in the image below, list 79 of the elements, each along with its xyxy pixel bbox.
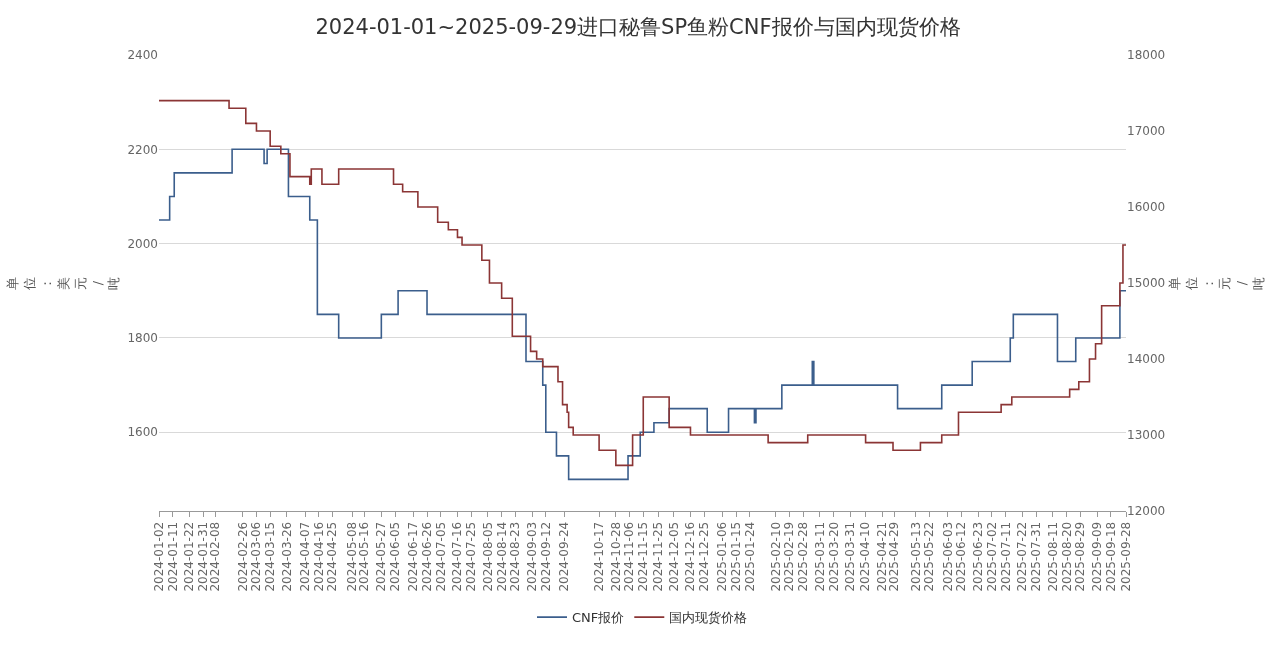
x-tick-label: 2024-01-02 [151,521,166,592]
x-tick-label: 2024-01-11 [165,521,180,592]
x-tick-label: 2025-07-11 [998,521,1013,592]
x-tick-label: 2024-11-25 [651,521,666,592]
y2-axis-title: 单位：元/吨 [1166,276,1267,290]
x-tick-label: 2024-10-28 [608,521,623,592]
chart-title: 2024-01-01~2025-09-29进口秘鲁SP鱼粉CNF报价与国内现货价格 [315,15,961,40]
x-tick-label: 2024-12-16 [683,521,698,592]
x-tick-label: 2024-07-25 [464,521,479,592]
x-tick-label: 2024-05-27 [374,521,389,592]
x-tick-label: 2024-03-06 [249,521,264,592]
x-tick-label: 2024-11-15 [636,521,651,592]
x-tick-label: 2024-01-31 [196,521,211,592]
x-tick-label: 2025-07-31 [1029,521,1044,592]
x-tick-label: 2025-08-11 [1045,521,1060,592]
x-tick-label: 2024-01-22 [182,521,197,592]
y-tick-label: 1800 [127,331,158,346]
x-tick-label: 2024-05-16 [357,521,372,592]
x-tick-label: 2025-04-29 [887,521,902,592]
x-tick-label: 2024-04-07 [298,521,313,592]
y2-tick-label: 12000 [1127,504,1166,519]
y2-tick-label: 16000 [1127,200,1166,215]
y2-tick-label: 13000 [1127,428,1166,443]
x-tick-label: 2024-09-03 [524,521,539,592]
x-tick-label: 2024-07-05 [433,521,448,592]
y-tick-label: 1600 [127,425,158,440]
x-tick-label: 2025-05-13 [908,521,923,592]
x-tick-label: 2025-01-15 [729,521,744,592]
x-tick-label: 2024-09-24 [556,521,571,592]
x-tick-label: 2025-04-21 [875,521,890,592]
y-tick-label: 2000 [127,236,158,251]
x-tick-label: 2024-08-23 [508,521,523,592]
x-tick-label: 2025-06-23 [971,521,986,592]
x-tick-label: 2024-07-16 [450,521,465,592]
x-tick-label: 2025-05-22 [922,521,937,592]
y2-tick-label: 15000 [1127,276,1166,291]
y-axis-title: 单位：美元/吨 [5,276,122,290]
x-tick-label: 2024-03-15 [263,521,278,592]
x-tick-label: 2024-12-05 [666,521,681,592]
y2-tick-label: 18000 [1127,48,1166,63]
y2-tick-label: 17000 [1127,124,1166,139]
x-tick-label: 2024-06-05 [387,521,402,592]
x-tick-label: 2024-12-25 [697,521,712,592]
x-tick-label: 2025-06-03 [940,521,955,592]
x-tick-label: 2025-06-12 [954,521,969,592]
x-tick-label: 2025-08-29 [1073,521,1088,592]
x-tick-label: 2024-02-26 [235,521,250,592]
x-tick-label: 2025-03-11 [812,521,827,592]
x-tick-label: 2025-07-02 [984,521,999,592]
y2-tick-label: 14000 [1127,352,1166,367]
x-tick-label: 2025-01-06 [715,521,730,592]
x-tick-label: 2024-06-26 [419,521,434,592]
x-tick-label: 2025-04-10 [858,521,873,592]
x-tick-label: 2024-08-05 [480,521,495,592]
legend-label: CNF报价 [572,610,625,626]
x-tick-label: 2025-02-28 [796,521,811,592]
x-tick-label: 2024-10-17 [592,521,606,592]
y-tick-label: 2200 [127,142,158,157]
x-tick-label: 2025-02-19 [782,521,797,592]
x-tick-label: 2025-07-22 [1015,521,1030,592]
x-tick-label: 2025-09-28 [1118,521,1133,592]
x-tick-label: 2024-08-14 [494,521,509,592]
x-tick-label: 2025-09-18 [1103,521,1118,592]
x-tick-label: 2025-01-24 [742,521,757,592]
x-tick-label: 2024-11-06 [622,521,637,592]
x-tick-label: 2025-03-31 [843,521,858,592]
y-tick-label: 2400 [127,48,158,63]
x-tick-label: 2025-03-20 [826,521,841,592]
x-tick-label: 2024-03-26 [279,521,294,592]
x-tick-label: 2024-04-25 [325,521,340,592]
x-tick-label: 2025-02-10 [768,521,783,592]
legend-label: 国内现货价格 [669,610,748,626]
x-tick-label: 2024-06-17 [406,521,421,592]
x-tick-label: 2024-09-12 [538,521,553,592]
x-tick-label: 2025-09-09 [1089,521,1104,592]
x-tick-label: 2024-04-16 [311,521,326,592]
x-tick-label: 2025-08-20 [1059,521,1074,592]
x-tick-label: 2024-02-08 [208,521,223,592]
x-tick-label: 2024-05-08 [345,521,360,592]
